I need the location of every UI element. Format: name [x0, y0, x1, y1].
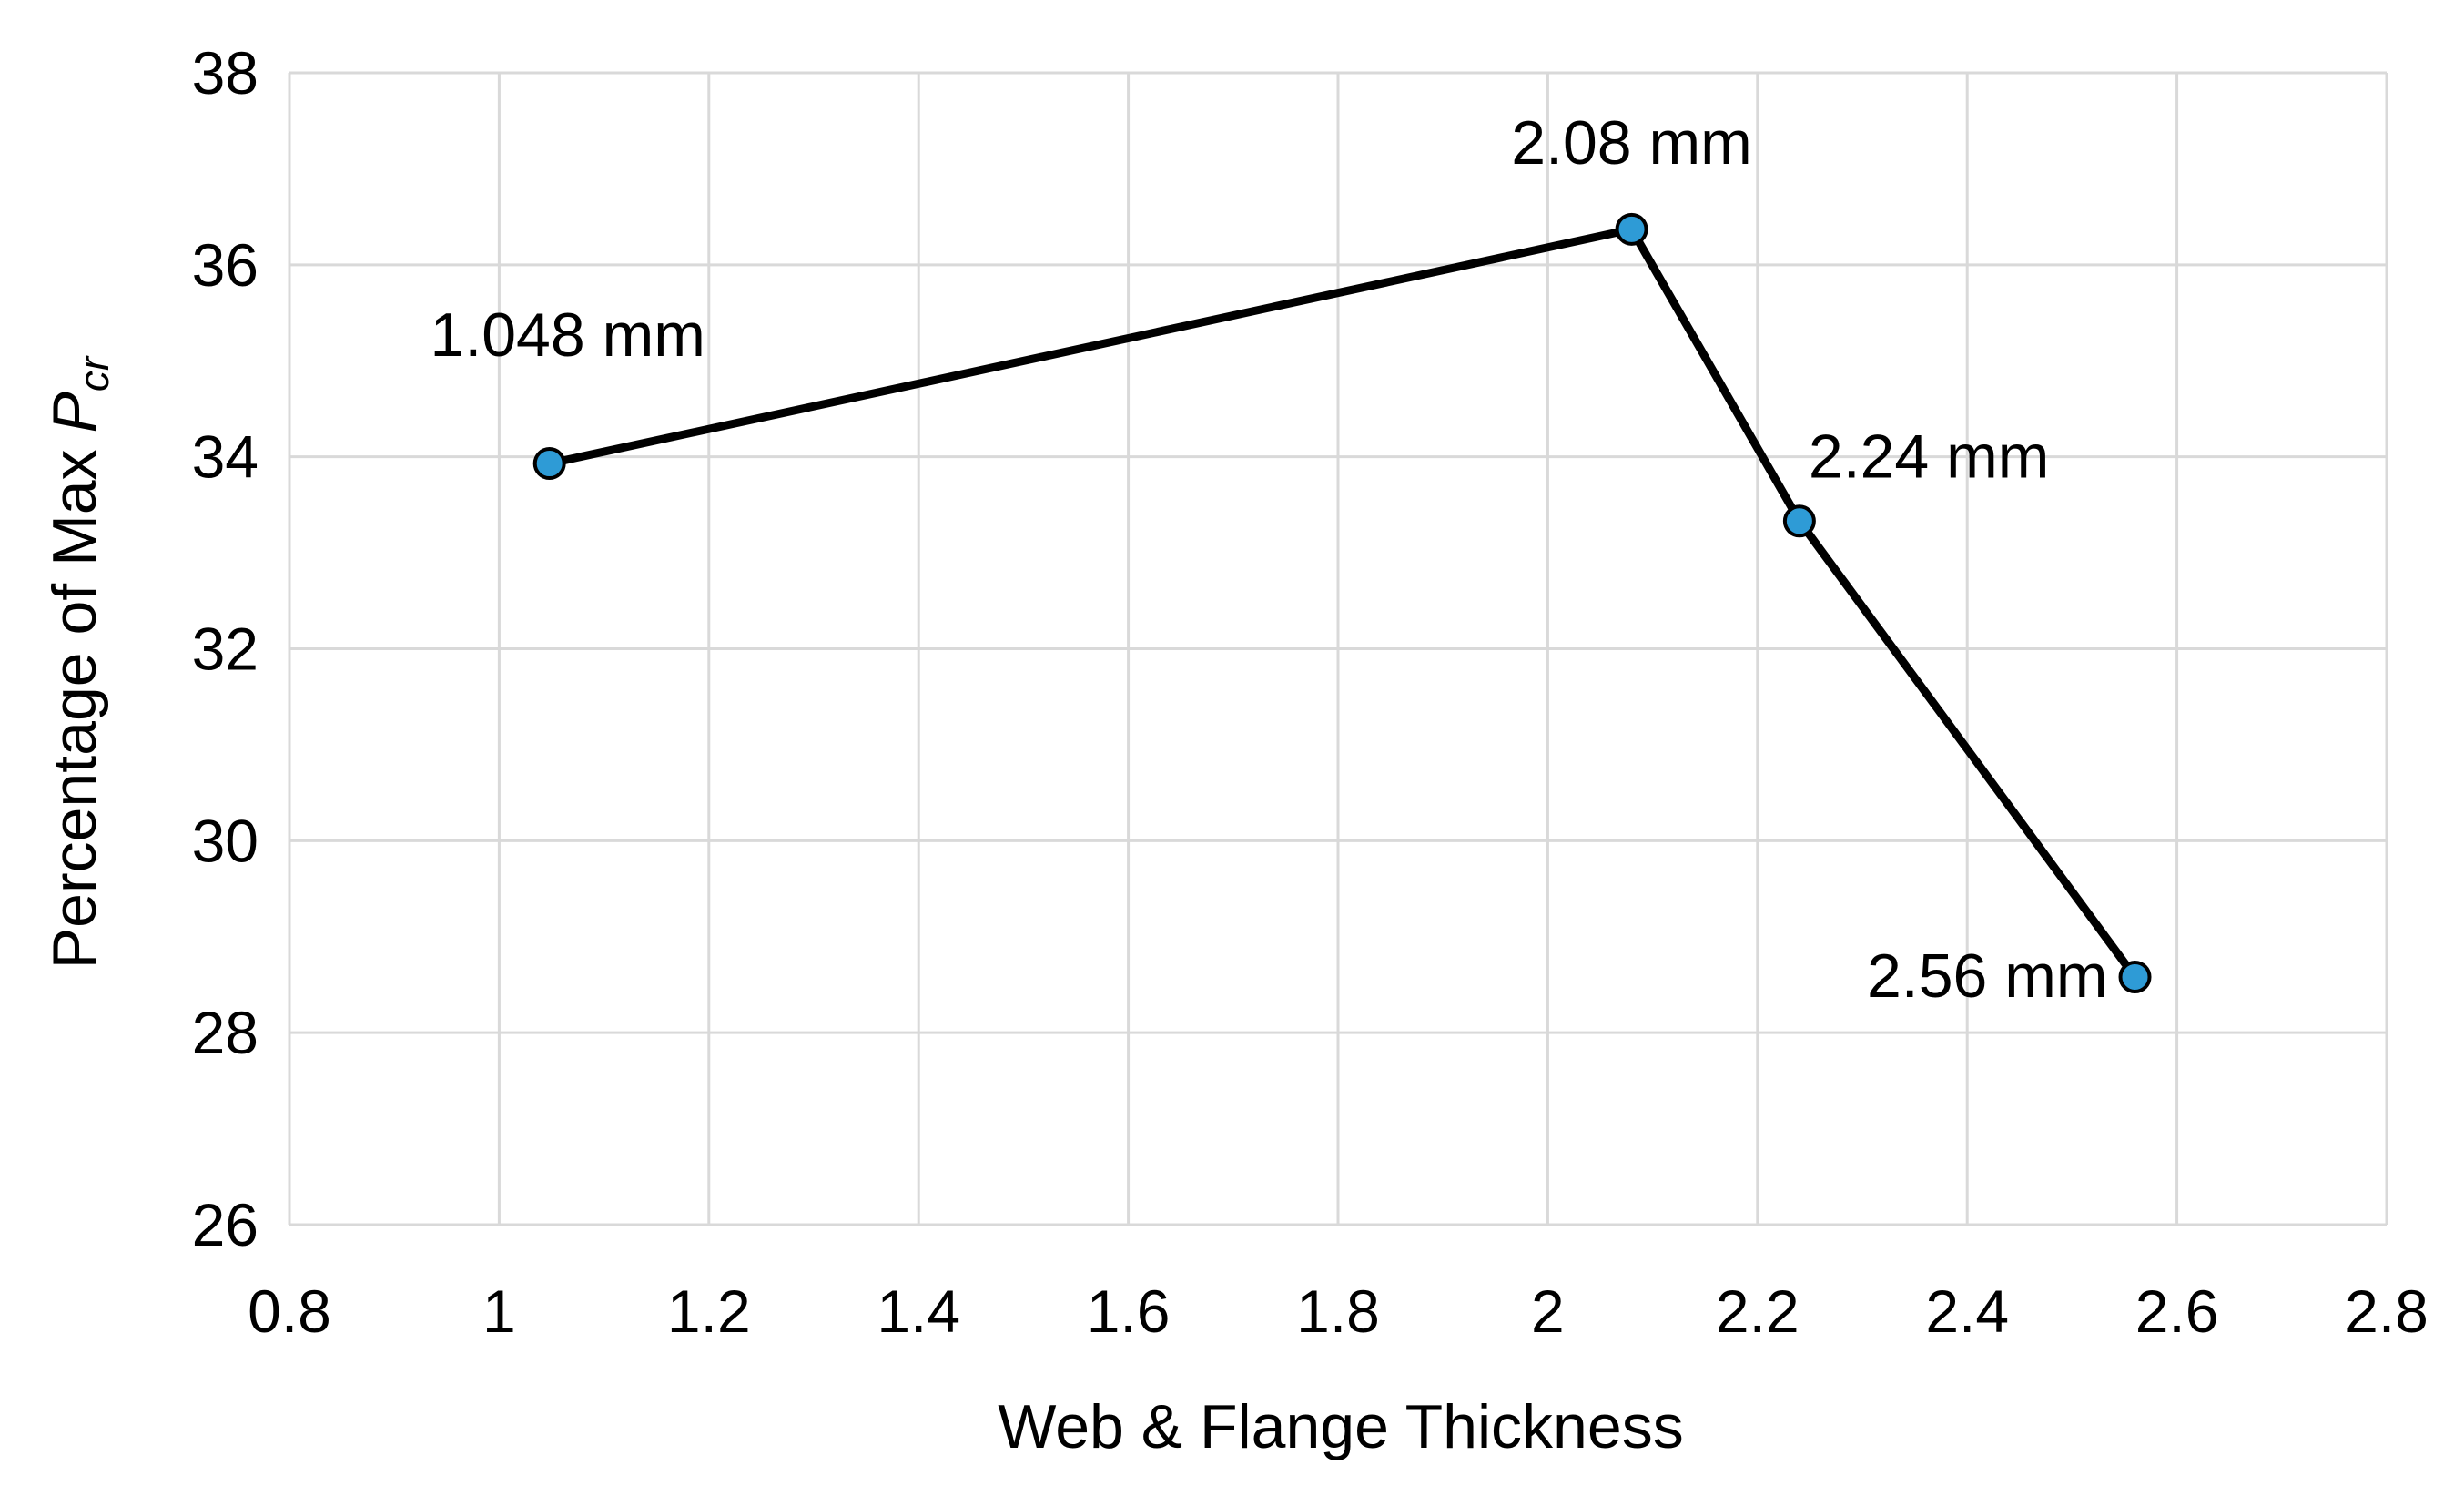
y-axis-title-text: Percentage of Max: [40, 449, 109, 969]
y-tick-label: 34: [192, 423, 259, 491]
x-tick-label: 2.8: [2345, 1277, 2429, 1345]
x-tick-labels: 0.8 1 1.2 1.4 1.6 1.8 2 2.2 2.4 2.6 2.8: [248, 1277, 2429, 1345]
grid-lines: [288, 71, 2388, 1226]
data-labels: 1.048 mm 2.08 mm 2.24 mm 2.56 mm: [431, 108, 2108, 1011]
x-tick-label: 2.2: [1716, 1277, 1800, 1345]
y-tick-label: 36: [192, 231, 259, 299]
x-tick-label: 0.8: [248, 1277, 331, 1345]
x-tick-label: 1.2: [667, 1277, 751, 1345]
series-line: [548, 225, 2139, 980]
data-label: 1.048 mm: [431, 300, 705, 370]
x-axis-title: Web & Flange Thickness: [998, 1392, 1683, 1461]
x-tick-label: 1.6: [1087, 1277, 1171, 1345]
data-point: [1782, 504, 1816, 538]
data-point: [2118, 961, 2152, 994]
x-tick-label: 1.8: [1296, 1277, 1380, 1345]
y-axis-title: Percentage of Max Pcr: [40, 355, 117, 969]
x-tick-label: 2.4: [1925, 1277, 2009, 1345]
y-tick-label: 28: [192, 999, 259, 1066]
y-axis-title-symbol: P: [40, 392, 109, 432]
x-tick-label: 2: [1531, 1277, 1565, 1345]
y-axis-title-subscript: cr: [70, 355, 117, 392]
x-tick-label: 1: [482, 1277, 516, 1345]
y-tick-label: 26: [192, 1191, 259, 1258]
data-point: [532, 447, 566, 481]
series-layer: [532, 212, 2152, 994]
x-tick-label: 2.6: [2135, 1277, 2219, 1345]
data-label: 2.56 mm: [1867, 941, 2108, 1011]
data-point: [1615, 212, 1648, 246]
data-label: 2.08 mm: [1511, 108, 1752, 178]
data-label: 2.24 mm: [1809, 422, 2050, 491]
x-tick-label: 1.4: [877, 1277, 960, 1345]
y-tick-label: 30: [192, 807, 259, 874]
y-tick-labels: 26 28 30 32 34 36 38: [192, 39, 259, 1258]
y-tick-label: 32: [192, 616, 259, 683]
y-tick-label: 38: [192, 39, 259, 107]
